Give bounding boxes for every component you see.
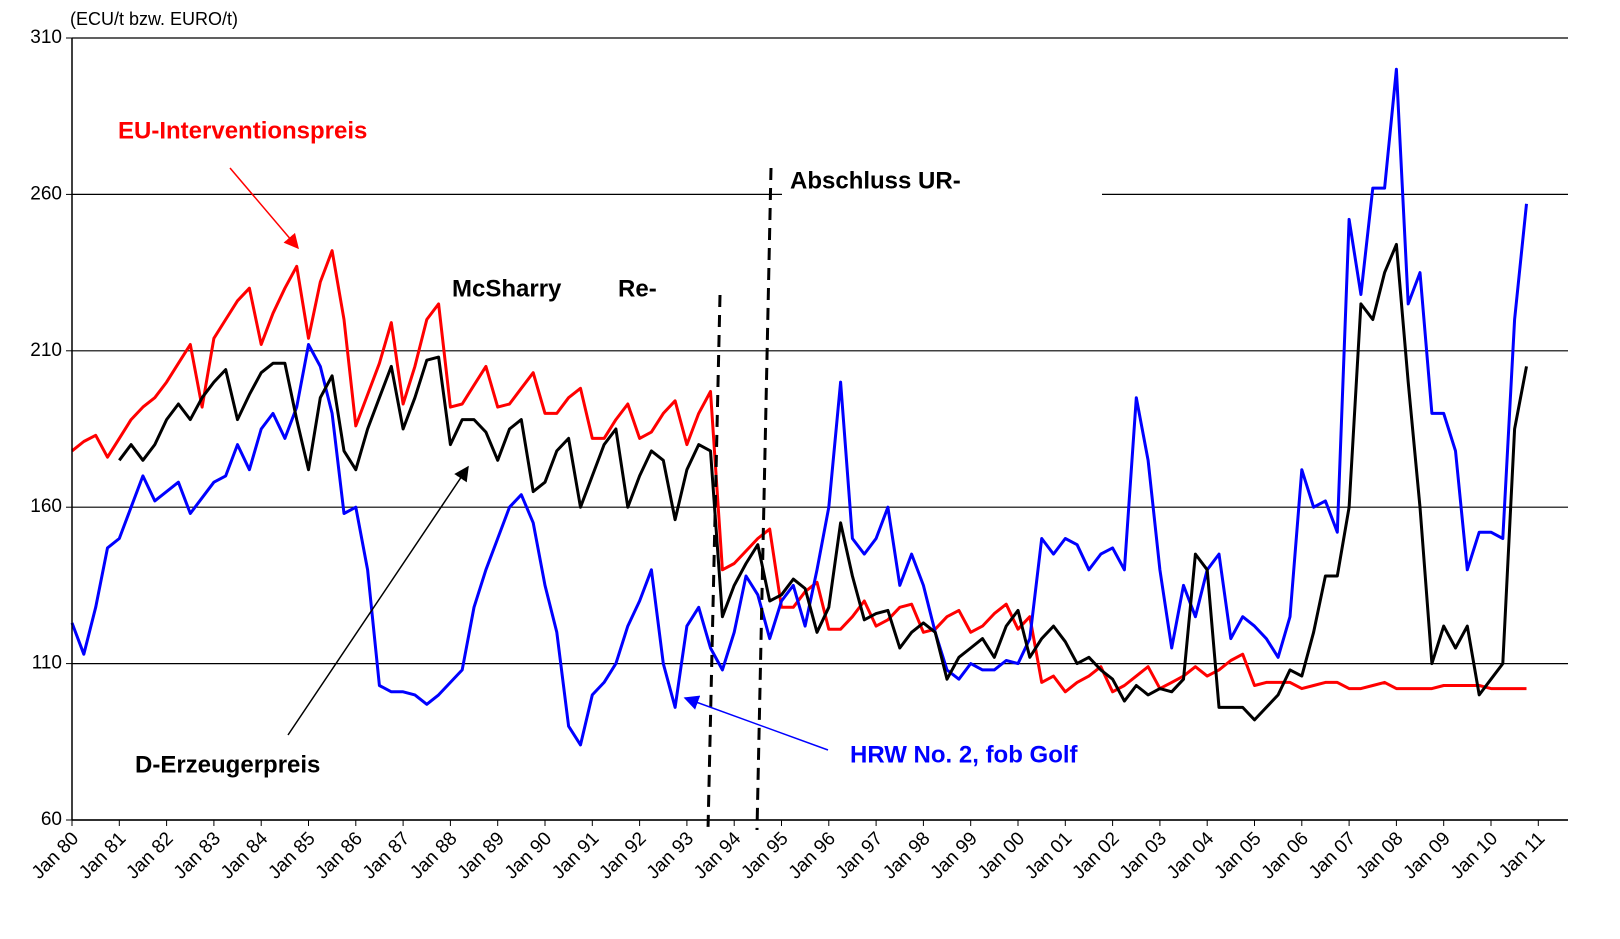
- dashed-lines: [706, 167, 773, 831]
- lines: [70, 67, 1528, 747]
- y-tick-label: 60: [41, 809, 62, 830]
- arrow: [683, 695, 829, 751]
- series-label: HRW No. 2, fob Golf: [850, 741, 1079, 768]
- dashed-line: [706, 294, 722, 831]
- y-tick-label: 160: [30, 496, 62, 517]
- y-axis-label: (ECU/t bzw. EURO/t): [70, 9, 238, 29]
- y-tick-label: 110: [32, 653, 62, 674]
- series-label: D-Erzeugerpreis: [135, 751, 320, 778]
- arrow: [287, 465, 469, 736]
- y-tick-label: 310: [30, 27, 62, 48]
- annotation: Abschluss UR-: [790, 167, 961, 194]
- dashed-line: [755, 167, 773, 831]
- arrow: [229, 167, 299, 250]
- grid: 60 110 160 210 260 310: [30, 27, 1568, 830]
- label-background: [782, 178, 1102, 216]
- annotation: McSharry Re-: [452, 275, 657, 302]
- y-tick-label: 260: [30, 183, 62, 204]
- series-label: EU-Interventionspreis: [118, 117, 367, 144]
- y-tick-label: 210: [30, 340, 62, 361]
- series-line: [70, 67, 1528, 747]
- series-line: [118, 242, 1528, 722]
